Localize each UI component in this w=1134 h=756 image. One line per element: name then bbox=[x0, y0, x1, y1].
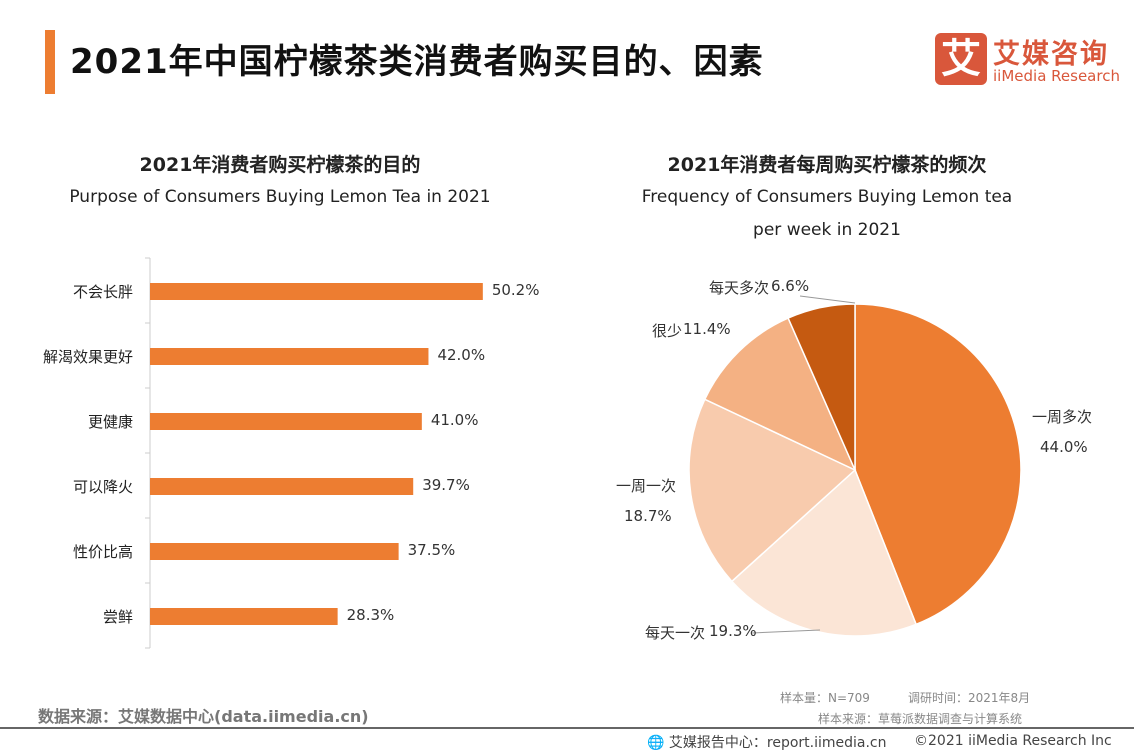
bar bbox=[150, 608, 338, 625]
bar bbox=[150, 543, 399, 560]
bar-chart-subtitle: Purpose of Consumers Buying Lemon Tea in… bbox=[69, 187, 491, 207]
pie-label-value: 19.3% bbox=[709, 622, 757, 640]
survey-time: 调研时间：2021年8月 bbox=[908, 691, 1031, 705]
bar-value-label: 28.3% bbox=[346, 606, 395, 624]
bar-value-label: 39.7% bbox=[422, 476, 470, 494]
pie-label-name: 一周一次 bbox=[616, 477, 677, 495]
pie-slice bbox=[787, 303, 856, 471]
bar bbox=[150, 413, 422, 430]
logo-mark: 艾 bbox=[935, 33, 987, 85]
bar-value-label: 41.0% bbox=[430, 411, 479, 429]
bar bbox=[150, 283, 483, 300]
pie-chart-title: 2021年消费者每周购买柠檬茶的频次 bbox=[667, 154, 987, 176]
category-label: 可以降火 bbox=[72, 478, 133, 496]
pie-label-name: 每天一次 bbox=[645, 624, 706, 642]
pie-label-value: 6.6% bbox=[771, 277, 810, 295]
pie-label-value: 18.7% bbox=[624, 507, 672, 525]
category-label: 尝鲜 bbox=[102, 608, 133, 626]
copyright: ©2021 iiMedia Research Inc bbox=[914, 733, 1112, 749]
category-label: 解渴效果更好 bbox=[42, 348, 133, 366]
bar-value-label: 50.2% bbox=[491, 281, 540, 299]
footer-divider bbox=[0, 727, 1134, 729]
logo-cn: 艾媒咨询 bbox=[993, 39, 1109, 70]
leader-line bbox=[799, 295, 856, 304]
sample-size: 样本量：N=709 bbox=[780, 691, 870, 705]
pie-label-name: 每天多次 bbox=[709, 279, 770, 297]
logo-en: iiMedia Research bbox=[993, 67, 1120, 85]
bar bbox=[150, 478, 414, 495]
data-source: 数据来源：艾媒数据中心(data.iimedia.cn) bbox=[38, 707, 369, 726]
pie-slice bbox=[703, 317, 857, 472]
pie-slice bbox=[854, 303, 1022, 626]
leader-line bbox=[751, 629, 821, 634]
page-title: 2021年中国柠檬茶类消费者购买目的、因素 bbox=[70, 42, 764, 82]
bar-chart-title: 2021年消费者购买柠檬茶的目的 bbox=[139, 154, 421, 176]
title-accent-bar bbox=[45, 30, 55, 94]
pie-label-value: 11.4% bbox=[683, 320, 731, 338]
pie-slice bbox=[688, 398, 857, 583]
pie-label-value: 44.0% bbox=[1040, 438, 1088, 456]
pie-label-name: 一周多次 bbox=[1032, 408, 1093, 426]
bar-value-label: 37.5% bbox=[407, 541, 456, 559]
category-label: 性价比高 bbox=[72, 543, 133, 561]
pie-slice bbox=[730, 468, 918, 637]
footer-report-center: 🌐 艾媒报告中心：report.iimedia.cn bbox=[647, 732, 887, 752]
report-center-link[interactable]: 艾媒报告中心：report.iimedia.cn bbox=[668, 735, 887, 751]
category-label: 不会长胖 bbox=[72, 283, 133, 301]
pie-label-name: 很少 bbox=[652, 322, 683, 340]
pie-chart-subtitle-2: per week in 2021 bbox=[753, 220, 901, 240]
bar bbox=[150, 348, 429, 365]
sample-source: 样本来源：草莓派数据调查与计算系统 bbox=[818, 712, 1023, 726]
pie-chart-subtitle-1: Frequency of Consumers Buying Lemon tea bbox=[641, 187, 1013, 207]
category-label: 更健康 bbox=[87, 413, 133, 431]
bar-value-label: 42.0% bbox=[437, 346, 486, 364]
globe-icon: 🌐 bbox=[647, 735, 665, 751]
